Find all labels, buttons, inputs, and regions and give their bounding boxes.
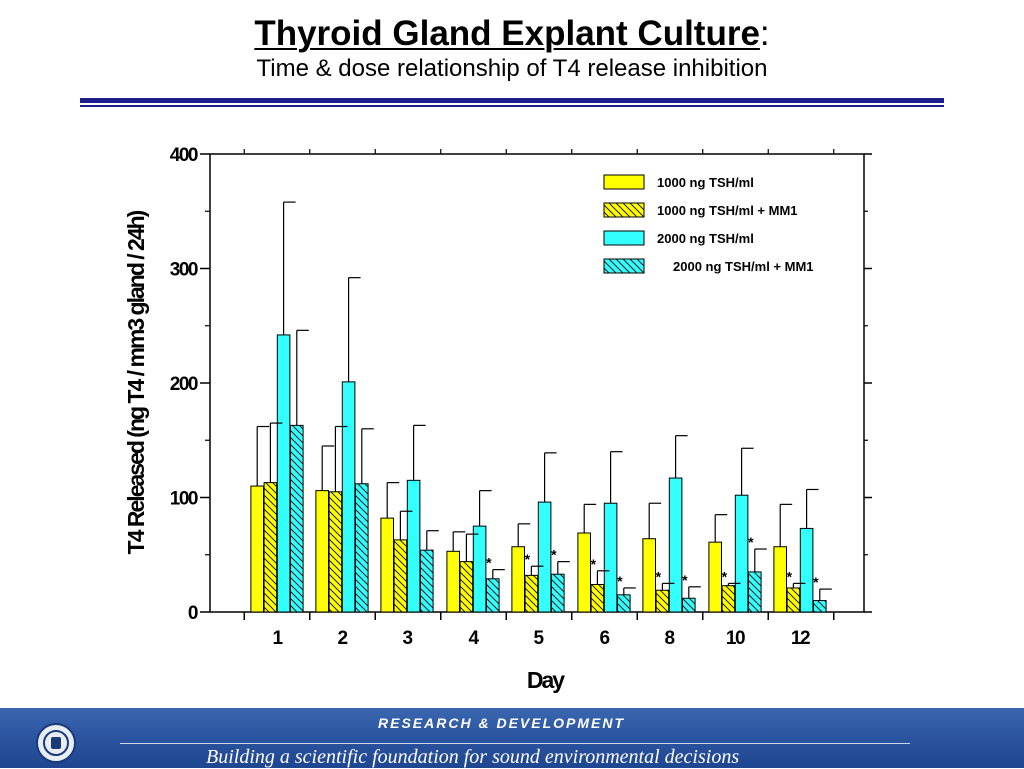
- slide-title-text: Thyroid Gland Explant Culture: [254, 14, 760, 53]
- legend-swatch: [603, 230, 645, 246]
- bar: [341, 381, 356, 613]
- bar: [511, 546, 525, 613]
- y-tick-label: 300: [170, 260, 198, 281]
- bar: [250, 485, 264, 613]
- significance-star: *: [813, 574, 819, 590]
- bar: [682, 597, 696, 613]
- bar: [446, 550, 460, 613]
- significance-star: *: [722, 568, 728, 584]
- footer-heading: RESEARCH & DEVELOPMENT: [378, 715, 626, 731]
- epa-seal-icon: [36, 723, 76, 763]
- significance-star: *: [591, 556, 597, 572]
- bar: [577, 532, 592, 613]
- axes: [200, 149, 872, 620]
- title-block: Thyroid Gland Explant Culture: Time & do…: [0, 14, 1024, 83]
- y-tick-label: 400: [170, 145, 198, 166]
- x-tick-label: 8: [664, 628, 674, 649]
- bar: [380, 517, 394, 613]
- significance-star: *: [486, 555, 492, 571]
- bar: [708, 541, 723, 613]
- significance-star: *: [617, 573, 623, 589]
- bar-series: [250, 334, 827, 613]
- significance-star: *: [656, 568, 662, 584]
- legend-label: 2000 ng TSH/ml + MM1: [673, 259, 814, 274]
- error-bars: [256, 201, 832, 601]
- legend-label: 1000 ng TSH/ml + MM1: [657, 203, 798, 218]
- plot-frame: [209, 153, 865, 613]
- bar: [590, 584, 605, 613]
- footer-tagline: Building a scientific foundation for sou…: [206, 746, 740, 768]
- title-rule-thin: [80, 105, 944, 107]
- title-rule: [80, 98, 944, 103]
- x-tick-label: 10: [726, 628, 745, 649]
- bar: [472, 525, 487, 613]
- legend: 1000 ng TSH/ml 1000 ng TSH/ml + MM1 2000 n…: [603, 174, 814, 274]
- footer-rule: [120, 743, 910, 744]
- legend-swatch: [603, 258, 645, 274]
- x-tick-label: 5: [533, 628, 544, 649]
- bar: [642, 538, 657, 613]
- bar: [617, 594, 631, 613]
- y-tick-label: 0: [188, 603, 198, 624]
- legend-label: 2000 ng TSH/ml: [657, 231, 754, 246]
- bar: [655, 589, 670, 613]
- bar: [355, 483, 369, 613]
- y-axis-title: T4 Released (ng T4 / mm3 gland / 24h): [123, 210, 149, 554]
- bar: [315, 490, 329, 613]
- x-tick-label: 6: [599, 628, 609, 649]
- bar: [420, 549, 434, 613]
- x-tick-label: 2: [337, 628, 347, 649]
- x-axis-title: Day: [527, 667, 565, 693]
- bar: [263, 482, 278, 613]
- x-tick-label: 4: [468, 628, 479, 649]
- bar: [734, 494, 749, 613]
- bar: [328, 491, 343, 613]
- bar: [276, 334, 291, 613]
- bar: [721, 585, 736, 613]
- slide-title: Thyroid Gland Explant Culture:: [0, 14, 1024, 54]
- bar: [524, 574, 539, 613]
- x-tick-label: 12: [791, 628, 810, 649]
- y-tick-label: 100: [170, 489, 198, 510]
- significance-star: *: [682, 572, 688, 588]
- bar: [486, 578, 500, 613]
- x-tick-label: 3: [402, 628, 412, 649]
- y-tick-label: 200: [170, 374, 198, 395]
- bar: [537, 501, 552, 613]
- significance-star: *: [748, 534, 754, 550]
- significance-star: *: [787, 568, 793, 584]
- bar: [406, 479, 421, 613]
- footer-banner: RESEARCH & DEVELOPMENT Building a scient…: [0, 708, 1024, 768]
- legend-swatch: [603, 174, 645, 190]
- bar: [813, 600, 827, 613]
- bar: [603, 502, 618, 613]
- slide-subtitle: Time & dose relationship of T4 release i…: [256, 55, 768, 82]
- legend-label: 1000 ng TSH/ml: [657, 175, 754, 190]
- bar: [393, 539, 408, 613]
- x-tick-label: 1: [272, 628, 283, 649]
- bar: [551, 573, 565, 613]
- significance-star: *: [525, 551, 531, 567]
- bar: [459, 561, 474, 613]
- bar: [799, 527, 814, 613]
- significance-markers: * * * * * * * * * * *: [486, 534, 819, 590]
- bar: [773, 546, 788, 613]
- significance-star: *: [551, 547, 557, 563]
- bar: [290, 424, 304, 613]
- bar: [748, 571, 762, 613]
- slide-title-colon: :: [759, 14, 770, 53]
- bar: [786, 587, 801, 613]
- legend-swatch: [603, 202, 645, 218]
- bar: [668, 477, 683, 613]
